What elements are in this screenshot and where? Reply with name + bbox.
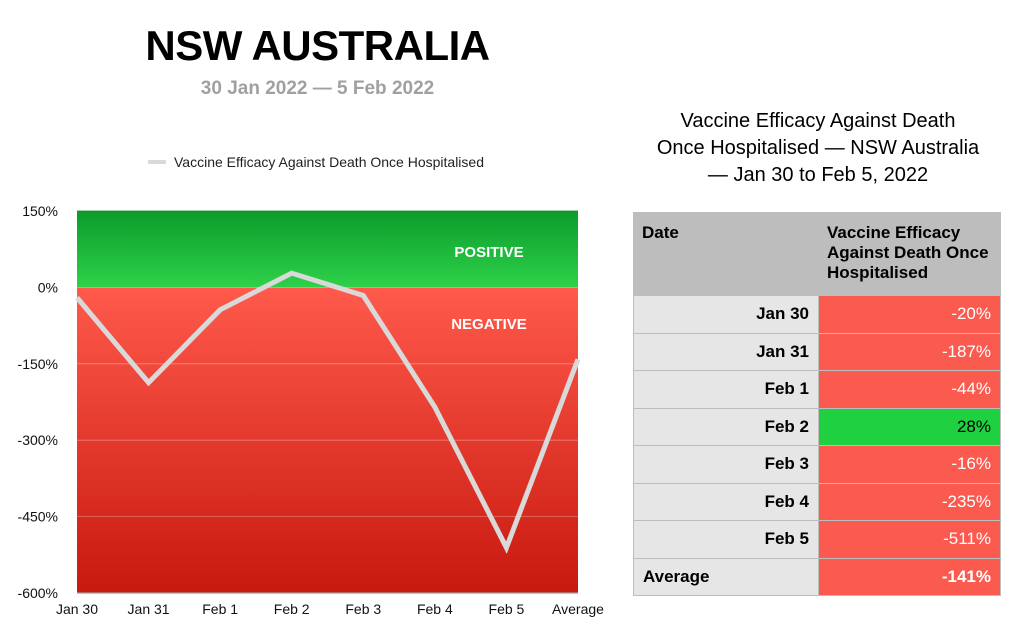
page-title: NSW AUSTRALIA	[145, 22, 490, 69]
y-tick-label: -150%	[18, 356, 58, 372]
table-title: Vaccine Efficacy Against Death Once Hosp…	[628, 108, 1008, 189]
table-title-line: Vaccine Efficacy Against Death	[680, 110, 956, 132]
x-tick-label: Feb 2	[274, 601, 310, 617]
table-row: Jan 30 -20%	[633, 295, 1001, 334]
efficacy-value-cell: 28%	[818, 407, 1001, 446]
x-tick-label: Feb 3	[345, 601, 381, 617]
table-row: Feb 1 -44%	[633, 370, 1001, 409]
table-header-row: Date Vaccine Efficacy Against Death Once…	[633, 212, 1001, 296]
x-tick-label: Jan 30	[56, 601, 98, 617]
legend-line-swatch	[148, 160, 166, 164]
table-row: Feb 5 -511%	[633, 520, 1001, 559]
page-subtitle: 30 Jan 2022 — 5 Feb 2022	[200, 78, 435, 99]
negative-region	[77, 287, 578, 593]
date-cell: Average	[633, 557, 819, 596]
efficacy-table: Date Vaccine Efficacy Against Death Once…	[633, 212, 1001, 596]
efficacy-value-cell: -20%	[818, 295, 1001, 334]
x-tick-label: Feb 1	[202, 601, 238, 617]
table-row: Average -141%	[633, 557, 1001, 596]
efficacy-value-cell: -235%	[818, 482, 1001, 521]
positive-region	[77, 211, 578, 288]
x-tick-label: Average	[552, 601, 604, 617]
y-tick-label: -300%	[18, 432, 58, 448]
date-cell: Feb 3	[633, 445, 819, 484]
table-title-line: — Jan 30 to Feb 5, 2022	[707, 164, 929, 186]
efficacy-value-cell: -44%	[818, 370, 1001, 409]
chart-legend: Vaccine Efficacy Against Death Once Hosp…	[148, 154, 484, 170]
column-header-date: Date	[633, 212, 819, 296]
y-tick-label: -600%	[18, 585, 58, 601]
column-header-value: Vaccine Efficacy Against Death Once Hosp…	[818, 212, 1001, 296]
y-tick-label: -450%	[18, 509, 58, 525]
y-tick-label: 150%	[22, 203, 58, 219]
efficacy-value-cell: -511%	[818, 520, 1001, 559]
x-tick-label: Feb 5	[489, 601, 525, 617]
table-row: Feb 4 -235%	[633, 482, 1001, 521]
table-row: Jan 31 -187%	[633, 332, 1001, 371]
date-cell: Jan 31	[633, 332, 819, 371]
date-cell: Feb 5	[633, 520, 819, 559]
table-title-line: Once Hospitalised — NSW Australia	[656, 137, 980, 159]
x-tick-label: Jan 31	[128, 601, 170, 617]
table-row: Feb 3 -16%	[633, 445, 1001, 484]
efficacy-series-line	[75, 270, 581, 554]
negative-region-label: NEGATIVE	[451, 316, 527, 333]
x-tick-label: Feb 4	[417, 601, 453, 617]
positive-region-label: POSITIVE	[454, 244, 523, 261]
table-row: Feb 2 28%	[633, 407, 1001, 446]
efficacy-value-cell: -187%	[818, 332, 1001, 371]
legend-label: Vaccine Efficacy Against Death Once Hosp…	[174, 154, 484, 170]
date-cell: Feb 1	[633, 370, 819, 409]
date-cell: Feb 2	[633, 407, 819, 446]
efficacy-value-cell: -16%	[818, 445, 1001, 484]
date-cell: Feb 4	[633, 482, 819, 521]
efficacy-line-chart: POSITIVE NEGATIVE 150% 0% -150% -300% -450% -6…	[18, 203, 605, 617]
efficacy-value-cell: -141%	[818, 557, 1001, 596]
date-cell: Jan 30	[633, 295, 819, 334]
y-tick-label: 0%	[38, 279, 58, 295]
